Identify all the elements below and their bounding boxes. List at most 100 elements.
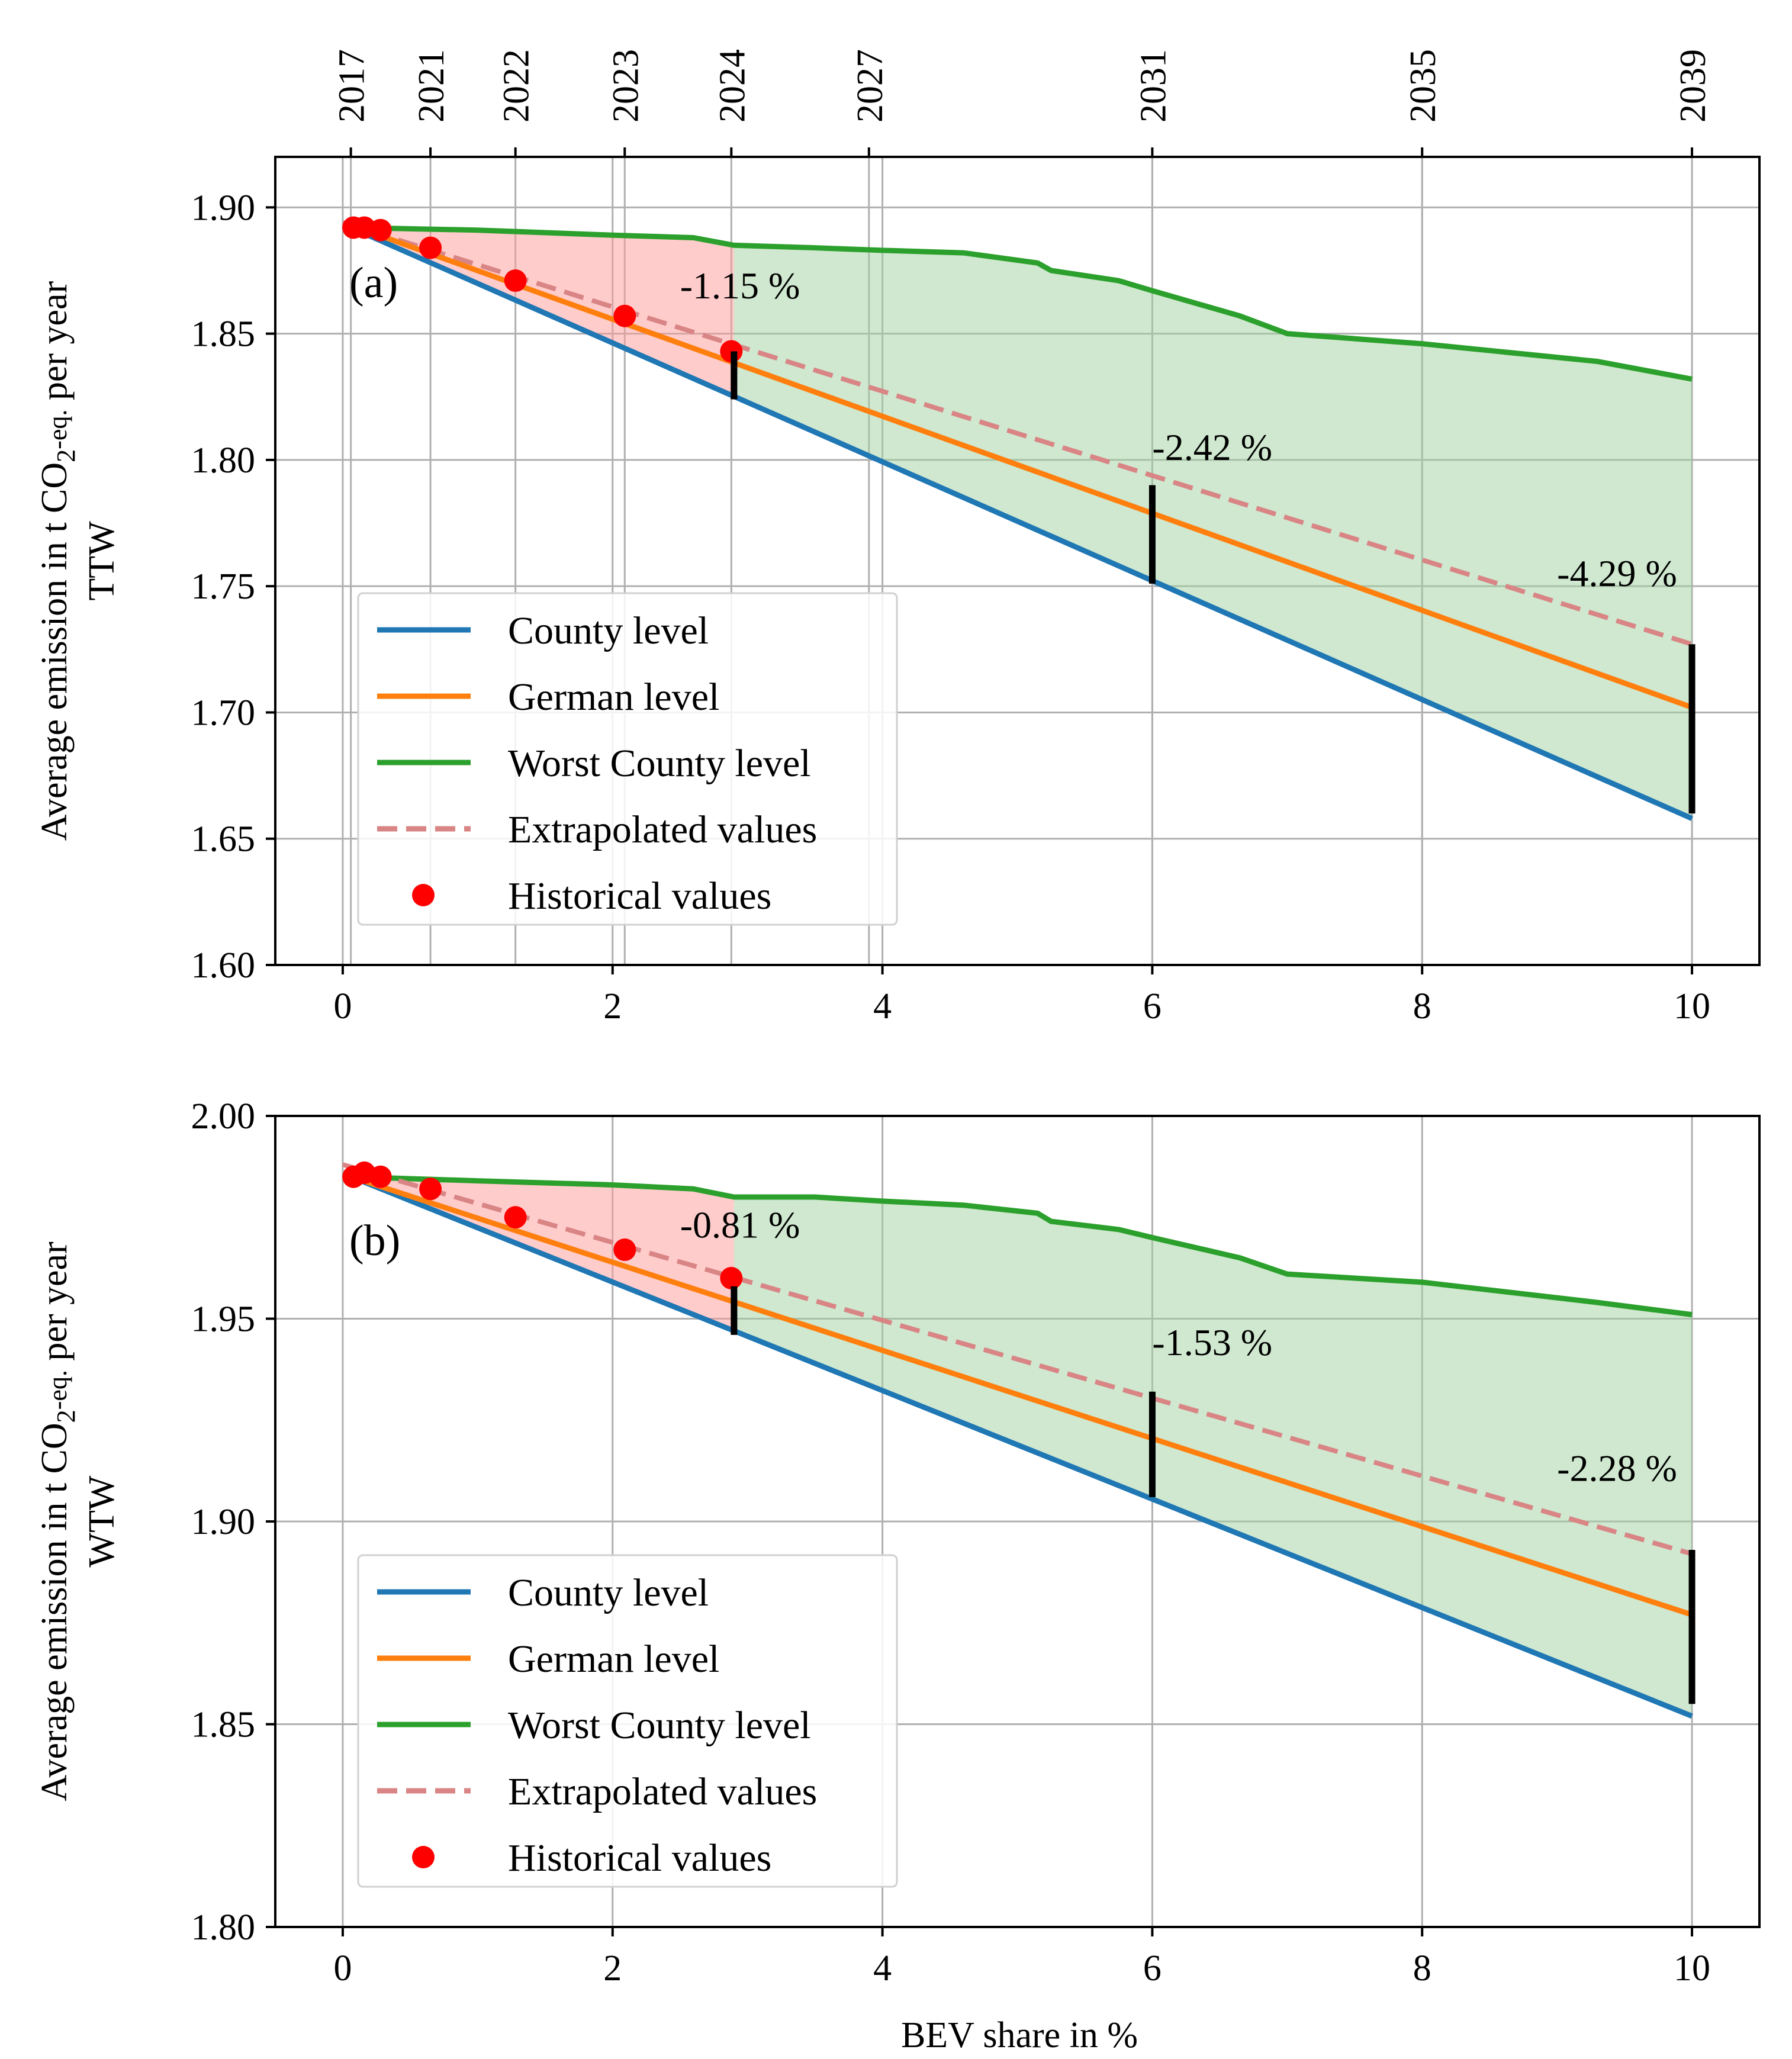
legend-marker — [412, 884, 435, 906]
year-tick-label: 2024 — [712, 49, 752, 123]
legend-extrapolated-values: Extrapolated values — [377, 808, 817, 851]
legend-extrapolated-values: Extrapolated values — [377, 1770, 817, 1813]
shaded-region — [350, 227, 734, 397]
y-tick-label: 1.90 — [191, 1502, 256, 1542]
y-axis-title-part: per year — [34, 1241, 75, 1370]
y-tick-label: 1.80 — [191, 1907, 256, 1948]
legend-label: Extrapolated values — [508, 808, 817, 851]
y-tick-label: 1.85 — [191, 1705, 256, 1745]
y-tick-label: 1.85 — [191, 314, 256, 355]
extrapolated-values-line — [342, 220, 1693, 647]
historical-point — [613, 304, 636, 327]
y-axis-title: Average emission in t CO2-eq. per year — [34, 281, 81, 841]
legend-worst-county-level: Worst County level — [377, 1704, 811, 1747]
difference-annotation: -2.28 % — [1557, 1447, 1677, 1489]
legend-label: Historical values — [508, 874, 771, 918]
german-level-line — [350, 222, 1693, 710]
legend-box — [357, 1554, 898, 1888]
legend-county-level: County level — [377, 1571, 709, 1614]
x-tick-label: 10 — [1674, 1948, 1710, 1989]
x-tick-label: 6 — [1143, 986, 1162, 1027]
difference-annotation: -2.42 % — [1152, 426, 1272, 468]
y-tick-label: 2.00 — [191, 1096, 256, 1137]
german-level-line — [350, 1174, 1693, 1617]
year-tick-label: 2031 — [1133, 49, 1173, 123]
legend-german-level: German level — [377, 1637, 719, 1681]
y-axis-title-part: 2 — [52, 449, 81, 462]
year-tick-label: 2039 — [1673, 49, 1713, 123]
difference-annotation: -4.29 % — [1557, 552, 1677, 594]
panel-label: (a) — [349, 259, 398, 307]
x-tick-label: 0 — [333, 1948, 352, 1989]
legend-label: German level — [508, 675, 719, 719]
x-tick-label: 4 — [873, 986, 892, 1027]
difference-annotation: -1.53 % — [1152, 1321, 1272, 1363]
x-tick-label: 4 — [873, 1948, 892, 1989]
year-tick-label: 2021 — [411, 49, 452, 123]
y-axis-title-part: -eq. — [43, 1370, 72, 1410]
y-tick-label: 1.70 — [191, 693, 256, 733]
historical-point — [419, 236, 442, 259]
historical-point — [613, 1238, 636, 1262]
panel-label: (b) — [349, 1217, 400, 1265]
worst-county-level-line — [350, 1174, 1693, 1318]
legend-label: Extrapolated values — [508, 1770, 817, 1813]
historical-point — [720, 1267, 743, 1289]
year-tick-label: 2035 — [1403, 49, 1443, 123]
legend-label: Worst County level — [508, 742, 811, 785]
y-axis-title: Average emission in t CO2-eq. per year — [34, 1241, 81, 1801]
y-axis-title-part: -eq. — [43, 410, 72, 449]
historical-point — [504, 269, 527, 292]
historical-point — [504, 1206, 527, 1229]
legend-county-level: County level — [377, 609, 709, 652]
shaded-region — [733, 245, 1693, 819]
grid — [275, 157, 1759, 966]
x-tick-label: 0 — [333, 986, 352, 1027]
difference-annotation: -1.15 % — [680, 265, 800, 307]
legend-historical-values: Historical values — [412, 874, 771, 918]
historical-point — [369, 218, 392, 242]
historical-point — [369, 1165, 392, 1188]
legend-label: Historical values — [508, 1836, 771, 1880]
legend-box — [357, 592, 898, 926]
legend-worst-county-level: Worst County level — [377, 742, 811, 785]
y-axis-title-part: per year — [34, 281, 75, 409]
year-tick-label: 2023 — [606, 49, 646, 123]
legend-marker — [412, 1846, 435, 1868]
legend: County level German level Worst County lev… — [357, 1554, 898, 1888]
y-tick-label: 1.60 — [191, 945, 256, 986]
county-level-line — [349, 225, 1693, 821]
legend-label: Worst County level — [508, 1704, 811, 1747]
y-tick-label: 1.80 — [191, 440, 256, 481]
plot-frame — [274, 156, 1761, 966]
worst-county-level-line — [350, 224, 1693, 382]
difference-annotation: -0.81 % — [680, 1204, 800, 1246]
plot-area — [342, 216, 1696, 821]
y-tick-label: 1.65 — [191, 819, 256, 860]
y-tick-label: 1.90 — [191, 188, 256, 228]
county-level-line — [349, 1174, 1693, 1719]
x-tick-label: 2 — [603, 1948, 622, 1989]
x-axis-title: BEV share in % — [901, 2015, 1138, 2055]
legend-label: County level — [508, 609, 709, 652]
x-tick-label: 6 — [1143, 1948, 1162, 1989]
panel-a-ttw: -1.15 % -2.42 % -4.29 % 0 2 4 6 8 10 1.60 1.65 1.70… — [34, 49, 1761, 1027]
x-tick-label: 10 — [1674, 986, 1710, 1027]
panel-b-wtw: -0.81 % -1.53 % -2.28 % 0 2 4 6 8 10 1.80 1.85 1.90… — [34, 1096, 1761, 1989]
x-tick-label: 8 — [1413, 986, 1431, 1027]
legend-historical-values: Historical values — [412, 1836, 771, 1880]
historical-point — [419, 1178, 442, 1201]
year-tick-label: 2017 — [332, 49, 372, 123]
extrapolated-values-line — [342, 1162, 1693, 1556]
y-axis-title-part: 2 — [52, 1410, 81, 1423]
y-tick-label: 1.75 — [191, 567, 256, 607]
year-tick-label: 2022 — [497, 49, 537, 123]
x-tick-label: 2 — [603, 986, 622, 1027]
y-axis-title-part: Average emission in t CO — [34, 462, 75, 841]
legend-label: County level — [508, 1571, 709, 1614]
year-tick-label: 2027 — [850, 49, 890, 123]
legend-label: German level — [508, 1637, 719, 1681]
legend-german-level: German level — [377, 675, 719, 719]
plot-area — [342, 1161, 1696, 1719]
